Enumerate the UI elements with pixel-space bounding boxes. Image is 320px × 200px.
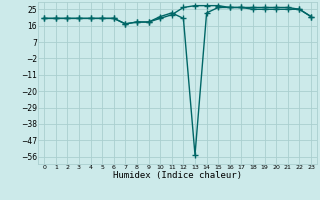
X-axis label: Humidex (Indice chaleur): Humidex (Indice chaleur) <box>113 171 242 180</box>
